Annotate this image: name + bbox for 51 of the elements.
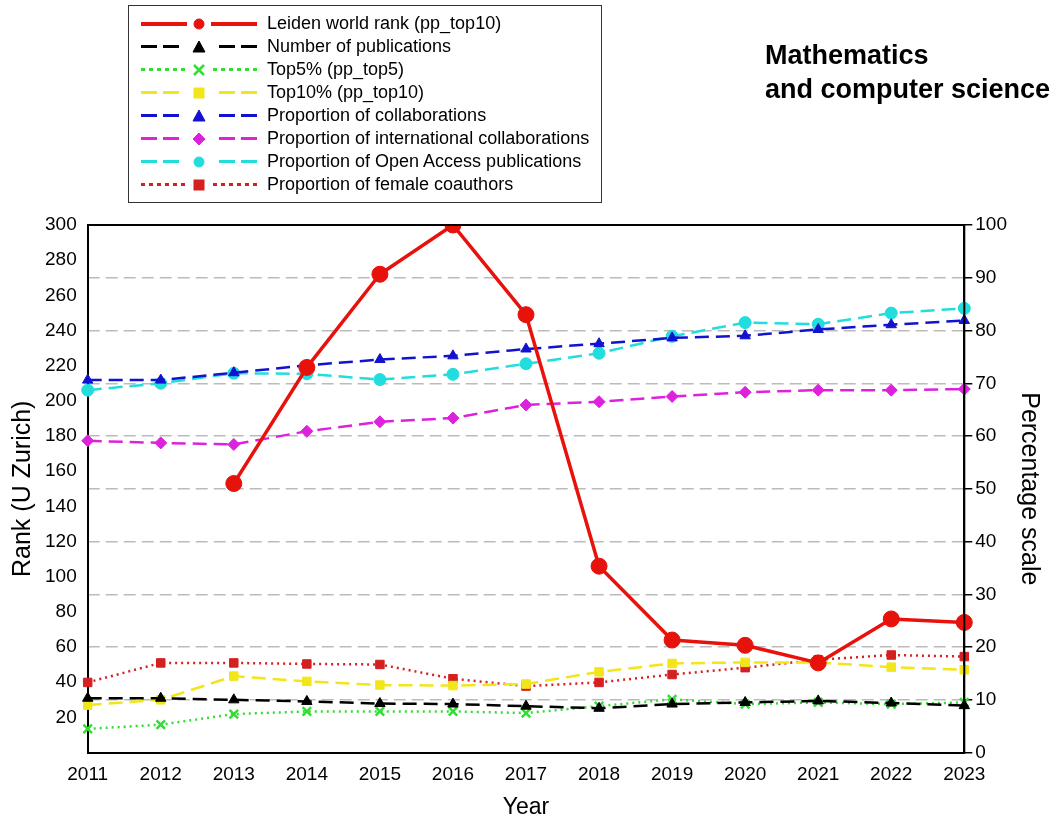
y2-tick-label: 0 [975,740,986,762]
y-tick-label: 60 [55,635,77,657]
x-tick-label: 2011 [67,763,109,785]
x-tick-label: 2014 [285,763,329,785]
x-tick-label: 2019 [650,763,694,785]
chart-title: Mathematics and computer science [764,39,1050,106]
y-tick-label: 220 [45,353,77,375]
y-tick-label: 80 [55,600,77,622]
legend-label: Proportion of Open Access publications [267,151,582,172]
y-tick-label: 100 [45,564,77,586]
x-tick-label: 2020 [724,763,767,785]
y2-axis-title: Percentage scale [1017,392,1046,586]
y2-tick-label: 50 [975,477,997,499]
legend-label: Top10% (pp_top10) [267,82,425,103]
y-tick-label: 160 [45,459,77,481]
y-tick-label: 180 [45,424,77,446]
x-tick-label: 2022 [870,763,913,785]
legend-label: Proportion of female coauthors [267,174,514,195]
x-tick-label: 2013 [212,763,255,785]
y-tick-label: 280 [45,248,77,270]
legend-label: Proportion of collaborations [267,105,487,126]
legend-label: Top5% (pp_top5) [267,59,405,80]
y-tick-label: 200 [45,389,77,411]
y-tick-label: 120 [45,529,77,551]
y-tick-label: 300 [45,213,77,235]
x-axis-title: Year [502,792,550,819]
y2-tick-label: 40 [975,529,997,551]
y-tick-label: 40 [55,670,77,692]
x-tick-label: 2021 [797,763,840,785]
y2-tick-label: 70 [975,371,997,393]
x-tick-label: 2015 [358,763,402,785]
y2-tick-label: 80 [975,318,997,340]
y-axis-title: Rank (U Zurich) [6,400,35,578]
x-tick-label: 2016 [431,763,475,785]
y-tick-label: 140 [45,494,77,516]
y2-tick-label: 20 [975,635,997,657]
legend-label: Number of publications [267,36,452,57]
x-tick-label: 2012 [139,763,182,785]
y-tick-label: 260 [45,283,77,305]
y-tick-label: 20 [55,705,77,727]
y2-tick-label: 10 [975,688,997,710]
y2-tick-label: 90 [975,265,997,287]
legend-label: Proportion of international collaborations [267,128,590,149]
legend-label: Leiden world rank (pp_top10) [267,13,502,34]
y2-tick-label: 30 [975,582,997,604]
y-tick-label: 240 [45,318,77,340]
y2-tick-label: 60 [975,424,997,446]
x-tick-label: 2023 [943,763,986,785]
x-tick-label: 2018 [577,763,621,785]
x-tick-label: 2017 [504,763,548,785]
y2-tick-label: 100 [975,213,1007,235]
